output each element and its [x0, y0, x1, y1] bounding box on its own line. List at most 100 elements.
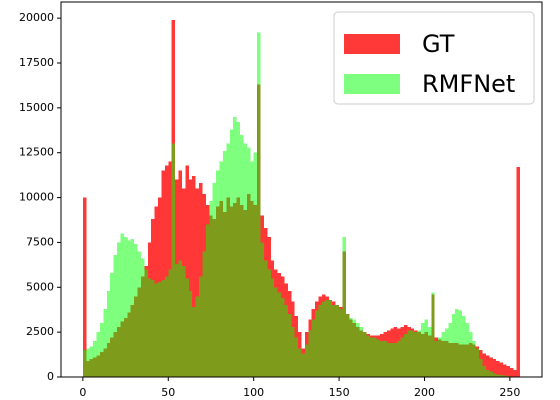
- bar: [359, 326, 363, 377]
- bar: [458, 310, 463, 377]
- bar: [99, 323, 104, 377]
- bar: [205, 224, 210, 377]
- bar: [349, 317, 353, 377]
- bar: [86, 348, 90, 377]
- bar: [410, 330, 415, 377]
- bar: [475, 348, 480, 377]
- bar: [342, 237, 346, 377]
- bar: [82, 350, 87, 377]
- bar: [103, 308, 107, 377]
- bar: [113, 254, 118, 377]
- bar: [158, 281, 162, 377]
- y-tick-label: 20000: [19, 11, 54, 24]
- bar: [277, 292, 282, 377]
- series: [82, 32, 517, 378]
- legend-swatch: [344, 34, 400, 54]
- bar: [448, 323, 452, 377]
- bar: [260, 242, 264, 377]
- bar: [233, 116, 237, 378]
- bar: [229, 129, 234, 377]
- bar: [154, 283, 159, 377]
- bar: [339, 308, 343, 377]
- bar: [240, 134, 244, 377]
- bar: [168, 269, 172, 377]
- bar: [130, 238, 135, 377]
- bar: [222, 150, 227, 377]
- y-tick-label: 10000: [19, 191, 54, 204]
- bar: [291, 326, 295, 377]
- bar: [496, 360, 500, 377]
- bar: [499, 375, 504, 377]
- bar: [492, 373, 497, 377]
- bar: [472, 341, 476, 377]
- bar: [407, 330, 411, 377]
- bar: [451, 314, 456, 377]
- bar: [164, 276, 169, 377]
- bar: [503, 375, 507, 377]
- bar: [376, 339, 381, 377]
- y-tick-label: 12500: [19, 146, 54, 159]
- bar: [332, 305, 336, 377]
- bar: [110, 272, 114, 377]
- bar: [345, 314, 350, 377]
- bar: [185, 278, 189, 377]
- bar: [195, 188, 200, 377]
- bar: [485, 355, 490, 377]
- bar: [140, 258, 145, 377]
- bar: [383, 341, 387, 377]
- legend-label: GT: [422, 30, 455, 58]
- bar: [489, 371, 493, 377]
- bar: [496, 374, 500, 377]
- bar: [311, 319, 316, 377]
- y-tick-label: 7500: [26, 235, 54, 248]
- bar: [427, 326, 432, 377]
- bar: [144, 269, 148, 377]
- bar: [318, 305, 322, 377]
- bar: [127, 240, 131, 377]
- bar: [257, 32, 261, 378]
- bar: [421, 323, 425, 377]
- bar: [195, 296, 200, 377]
- bar: [243, 143, 247, 377]
- bar: [120, 233, 124, 377]
- legend-label: RMFNet: [422, 70, 515, 98]
- bar: [352, 319, 357, 377]
- bar: [506, 366, 510, 377]
- bar: [89, 346, 94, 377]
- bar: [315, 310, 319, 377]
- plot-frame: [60, 1, 543, 378]
- bar: [441, 332, 445, 377]
- bar: [250, 161, 254, 377]
- bar: [192, 307, 196, 377]
- bar: [185, 165, 189, 377]
- bar: [188, 179, 193, 377]
- bar: [417, 330, 422, 377]
- bar: [274, 287, 278, 377]
- bar: [400, 337, 404, 377]
- x-tick-label: 0: [79, 386, 86, 399]
- bar: [270, 278, 275, 377]
- bar: [485, 369, 490, 377]
- bar: [171, 143, 176, 377]
- y-tick-label: 17500: [19, 56, 54, 69]
- bar: [226, 143, 230, 377]
- bar: [287, 314, 292, 377]
- bar: [161, 280, 165, 377]
- bar: [106, 290, 111, 377]
- y-tick-label: 2500: [26, 325, 54, 338]
- bar: [356, 323, 360, 377]
- bar: [462, 315, 466, 377]
- y-tick-label: 0: [47, 370, 54, 383]
- bar: [212, 183, 217, 377]
- bar: [431, 292, 435, 377]
- bar: [216, 170, 220, 377]
- bar: [434, 341, 439, 377]
- bar: [393, 342, 398, 377]
- bar: [298, 348, 302, 377]
- bar: [236, 122, 241, 378]
- bar: [263, 260, 268, 377]
- bar: [373, 337, 377, 377]
- bar: [96, 332, 100, 377]
- bar: [479, 359, 483, 377]
